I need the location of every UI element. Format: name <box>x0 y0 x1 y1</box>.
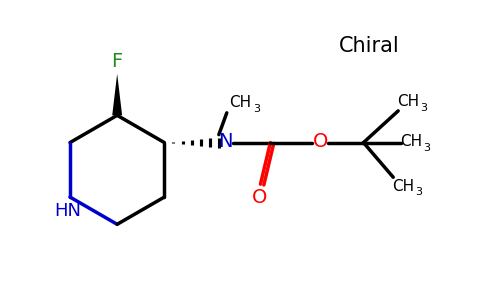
Text: O: O <box>313 132 329 151</box>
Text: CH: CH <box>397 94 419 110</box>
Text: 3: 3 <box>415 187 423 197</box>
Text: 3: 3 <box>421 103 427 113</box>
Text: CH: CH <box>229 95 252 110</box>
Text: F: F <box>111 52 123 71</box>
Text: HN: HN <box>55 202 81 220</box>
Text: 3: 3 <box>424 142 430 152</box>
Text: Chiral: Chiral <box>338 36 399 56</box>
Text: CH: CH <box>400 134 422 149</box>
Text: CH: CH <box>392 179 414 194</box>
Text: O: O <box>252 188 267 207</box>
Text: N: N <box>219 132 233 151</box>
Polygon shape <box>112 74 122 115</box>
Text: 3: 3 <box>253 104 260 114</box>
